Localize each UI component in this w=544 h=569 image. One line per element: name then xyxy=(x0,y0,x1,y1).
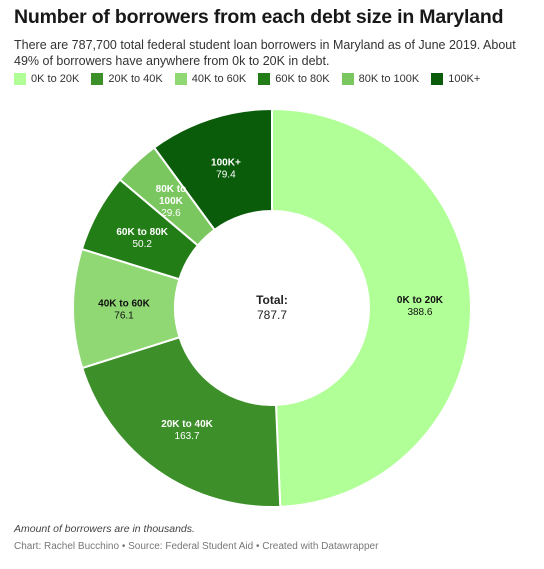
donut-slice-100k xyxy=(152,107,273,232)
slice-category-label: 60K to 80K xyxy=(116,227,168,238)
donut-center-label: Total: xyxy=(256,293,288,307)
slice-category-label: 40K to 60K xyxy=(98,298,150,309)
chart-title: Number of borrowers from each debt size … xyxy=(14,6,504,28)
legend-swatch xyxy=(91,73,104,85)
legend-label: 0K to 20K xyxy=(31,73,80,85)
legend-item-0k-20k: 0K to 20K xyxy=(14,73,79,85)
donut-center-value: 787.7 xyxy=(257,308,287,322)
legend-label: 80K to 100K xyxy=(358,73,420,85)
legend: 0K to 20K 20K to 40K 40K to 60K 60K to 8… xyxy=(14,73,534,85)
slice-category-label: 80K to xyxy=(156,184,187,195)
legend-item-100k-plus: 100K+ xyxy=(431,73,480,85)
legend-swatch xyxy=(174,73,187,85)
legend-swatch xyxy=(431,73,444,85)
chart-note: Amount of borrowers are in thousands. xyxy=(14,523,195,535)
slice-category-label: 100K xyxy=(159,196,184,207)
legend-label: 100K+ xyxy=(448,73,481,85)
legend-item-20k-40k: 20K to 40K xyxy=(91,73,163,85)
legend-item-40k-60k: 40K to 60K xyxy=(174,73,247,85)
slice-category-label: 100K+ xyxy=(211,157,241,168)
slice-value-label: 50.2 xyxy=(132,239,152,250)
slice-value-label: 76.1 xyxy=(114,310,134,321)
legend-swatch xyxy=(258,73,271,85)
slice-category-label: 0K to 20K xyxy=(397,295,444,306)
legend-label: 60K to 80K xyxy=(275,73,330,85)
slice-value-label: 79.4 xyxy=(216,169,236,180)
chart-subtitle: There are 787,700 total federal student … xyxy=(14,38,516,68)
slice-category-label: 20K to 40K xyxy=(161,419,213,430)
slice-value-label: 388.6 xyxy=(407,307,432,318)
donut-slices xyxy=(72,107,472,508)
legend-swatch xyxy=(14,73,26,85)
donut-slice-0k-to-20k xyxy=(271,107,472,508)
legend-item-60k-80k: 60K to 80K xyxy=(258,73,330,85)
slice-label-group: 100K+79.4 xyxy=(211,157,241,180)
legend-item-80k-100k: 80K to 100K xyxy=(341,73,420,85)
legend-label: 20K to 40K xyxy=(108,73,163,85)
chart-source: Chart: Rachel Bucchino • Source: Federal… xyxy=(14,541,379,552)
slice-value-label: 29.6 xyxy=(161,208,181,219)
legend-swatch xyxy=(341,73,354,85)
donut-slice-20k-to-40k xyxy=(81,335,282,508)
slice-value-label: 163.7 xyxy=(175,431,200,442)
legend-label: 40K to 60K xyxy=(191,73,247,85)
